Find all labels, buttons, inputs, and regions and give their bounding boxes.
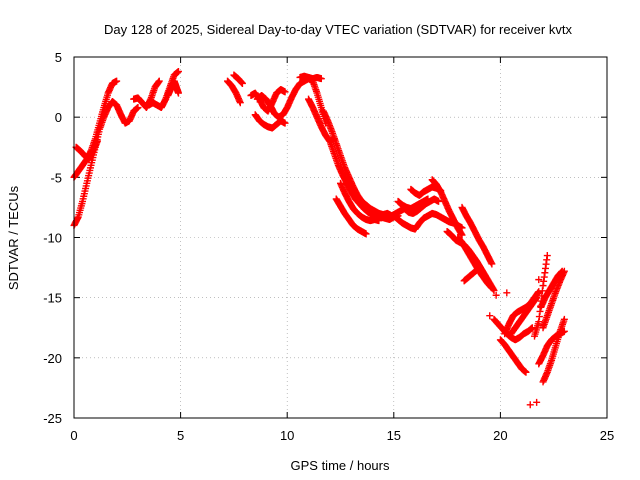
data-point xyxy=(174,67,182,75)
y-tick-label: -10 xyxy=(43,231,62,246)
series-arc16 xyxy=(337,179,383,225)
data-point xyxy=(560,315,568,323)
series-arc2 xyxy=(70,77,121,181)
series-arc25 xyxy=(460,266,481,285)
series-arc12 xyxy=(296,72,325,83)
series-arc3 xyxy=(72,137,101,163)
y-tick-label: -20 xyxy=(43,351,62,366)
series-arc19 xyxy=(394,195,432,213)
data-point xyxy=(155,77,163,85)
data-point xyxy=(281,119,289,127)
data-point xyxy=(535,288,543,296)
data-point xyxy=(317,75,325,83)
data-point xyxy=(458,231,466,239)
data-point xyxy=(526,401,534,409)
data-point xyxy=(174,89,182,97)
data-point xyxy=(522,368,530,376)
data-points xyxy=(70,67,568,409)
data-point xyxy=(375,217,383,225)
data-point xyxy=(533,294,541,302)
series-arc27 xyxy=(496,336,530,376)
data-point xyxy=(503,289,511,297)
data-point xyxy=(424,195,432,203)
grid-lines xyxy=(74,57,607,418)
series-arc9 xyxy=(247,85,289,115)
series-arc21 xyxy=(428,176,466,239)
y-tick-label: -5 xyxy=(50,170,62,185)
y-tick-label: -15 xyxy=(43,291,62,306)
data-point xyxy=(236,99,244,107)
data-point xyxy=(492,291,500,299)
chart-title: Day 128 of 2025, Sidereal Day-to-day VTE… xyxy=(104,22,572,37)
data-point xyxy=(134,104,142,112)
data-point xyxy=(93,137,101,145)
data-point xyxy=(543,252,551,260)
series-arc26 xyxy=(490,315,536,344)
series-isolated xyxy=(486,276,547,409)
data-point xyxy=(435,197,443,205)
series-arc23 xyxy=(458,203,496,268)
series-arc7 xyxy=(224,77,244,107)
series-arc29 xyxy=(507,294,541,338)
plot-frame xyxy=(73,56,608,419)
x-tick-label: 5 xyxy=(177,428,184,443)
data-point xyxy=(238,79,246,87)
data-point xyxy=(486,312,494,320)
series-arc34 xyxy=(531,252,551,340)
axis-ticks: 0 5 10 15 20 25 5 0 -5 -10 -15 -20 -25 xyxy=(43,50,614,443)
y-tick-label: 5 xyxy=(55,50,62,65)
x-tick-label: 15 xyxy=(387,428,401,443)
data-point xyxy=(535,276,543,284)
x-tick-label: 10 xyxy=(280,428,294,443)
series-arc10 xyxy=(251,111,289,132)
x-tick-label: 20 xyxy=(493,428,507,443)
x-tick-label: 25 xyxy=(600,428,614,443)
series-arc31 xyxy=(539,315,568,386)
y-tick-label: -25 xyxy=(43,411,62,426)
data-point xyxy=(539,321,547,329)
y-tick-label: 0 xyxy=(55,110,62,125)
data-point xyxy=(281,88,289,96)
data-point xyxy=(113,77,121,85)
data-point xyxy=(558,267,566,275)
series-arc18 xyxy=(390,209,466,233)
data-point xyxy=(533,398,541,406)
series-arc17 xyxy=(332,195,370,238)
data-point xyxy=(362,230,370,238)
data-point xyxy=(473,266,481,274)
data-point xyxy=(488,260,496,268)
y-axis-label: SDTVAR / TECUs xyxy=(6,185,21,290)
series-arc6 xyxy=(164,77,182,100)
series-arc8 xyxy=(230,71,246,87)
series-arc24 xyxy=(454,234,496,292)
x-axis-label: GPS time / hours xyxy=(291,458,390,473)
x-tick-label: 0 xyxy=(70,428,77,443)
data-point xyxy=(488,284,496,292)
